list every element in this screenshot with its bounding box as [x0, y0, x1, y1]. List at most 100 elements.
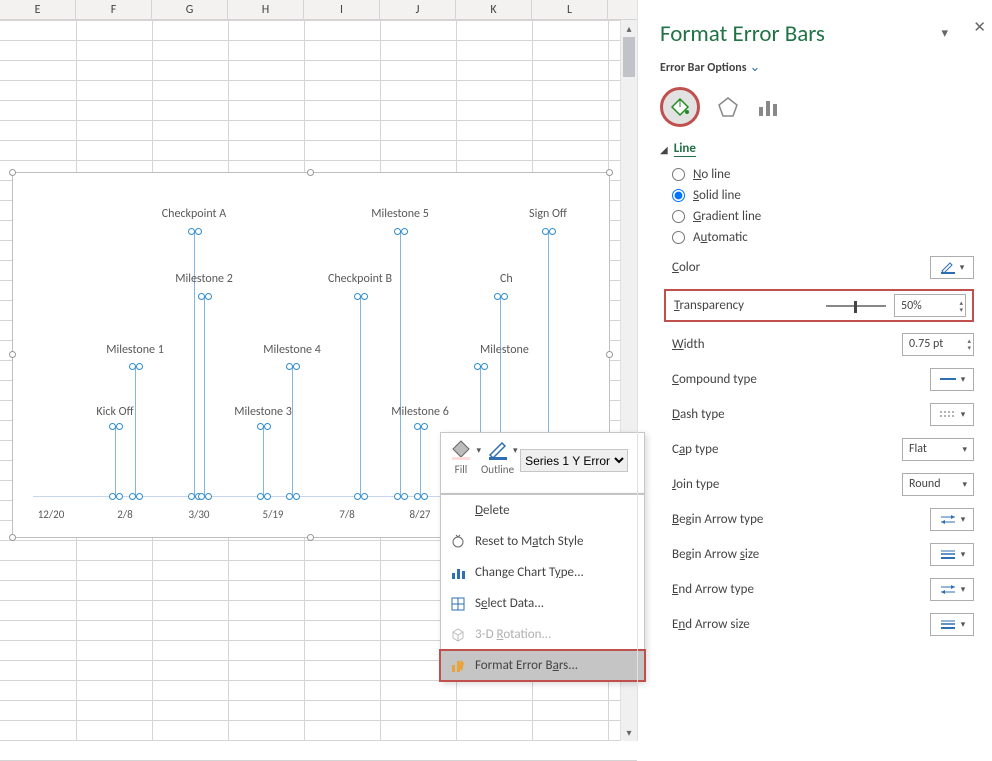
pane-close-icon[interactable]: ✕: [973, 18, 986, 37]
data-point-marker[interactable]: [415, 421, 425, 431]
format-pane: ▾ ✕ Format Error Bars Error Bar Options …: [637, 0, 992, 741]
effects-tab-icon[interactable]: [716, 95, 740, 119]
milestone-label: Milestone 2: [175, 272, 233, 286]
error-bar-stem[interactable]: [204, 296, 205, 496]
data-point-marker[interactable]: [355, 491, 365, 501]
radio-input[interactable]: [672, 210, 685, 223]
radio-input[interactable]: [672, 168, 685, 181]
error-bar-stem[interactable]: [360, 296, 361, 496]
ctx-rotate: 3-D Rotation...: [441, 619, 644, 650]
data-point-marker[interactable]: [543, 226, 553, 236]
data-point-marker[interactable]: [199, 291, 209, 301]
data-point-marker[interactable]: [258, 491, 268, 501]
bar-options-tab-icon[interactable]: [756, 95, 780, 119]
data-point-marker[interactable]: [287, 491, 297, 501]
cube-icon: [447, 627, 469, 643]
milestone-label: Milestone 6: [391, 405, 449, 419]
column-header[interactable]: E: [0, 0, 76, 19]
radio-input[interactable]: [672, 189, 685, 202]
data-point-marker[interactable]: [287, 361, 297, 371]
data-point-marker[interactable]: [189, 226, 199, 236]
outline-label: Outline: [481, 463, 514, 476]
chart-element-selector[interactable]: Series 1 Y Error: [520, 449, 628, 472]
scroll-thumb[interactable]: [623, 37, 635, 77]
pane-title: Format Error Bars: [660, 20, 974, 48]
radio-label: No line: [693, 167, 730, 182]
error-bar-stem[interactable]: [292, 366, 293, 496]
data-point-marker[interactable]: [110, 491, 120, 501]
line-radio-solid[interactable]: Solid line: [672, 188, 974, 203]
color-picker[interactable]: ▾: [930, 256, 974, 279]
radio-input[interactable]: [672, 231, 685, 244]
data-point-marker[interactable]: [395, 491, 405, 501]
line-section-label: Line: [674, 141, 696, 157]
pane-dropdown-icon[interactable]: ▾: [941, 26, 948, 41]
ctx-item-label: Format Error Bars...: [475, 658, 578, 673]
column-header[interactable]: K: [456, 0, 532, 19]
ctx-reset[interactable]: Reset to Match Style: [441, 526, 644, 557]
dash-type-picker[interactable]: ▾: [930, 403, 974, 426]
data-point-marker[interactable]: [110, 421, 120, 431]
error-bar-stem[interactable]: [400, 231, 401, 496]
data-point-marker[interactable]: [415, 491, 425, 501]
grid-icon: [447, 596, 469, 612]
column-header[interactable]: L: [532, 0, 608, 19]
column-header[interactable]: J: [380, 0, 456, 19]
ctx-change[interactable]: Change Chart Type...: [441, 557, 644, 588]
data-point-marker[interactable]: [355, 291, 365, 301]
error-bar-stem[interactable]: [263, 426, 264, 496]
error-bar-stem[interactable]: [135, 366, 136, 496]
join-type-picker[interactable]: Round▾: [902, 473, 974, 496]
transparency-input[interactable]: 50% ▴▾: [894, 294, 966, 317]
line-radio-gradient[interactable]: Gradient line: [672, 209, 974, 224]
ctx-format[interactable]: Format Error Bars...: [441, 650, 644, 681]
fill-tool[interactable]: ▾ Fill: [447, 437, 475, 476]
error-bar-stem[interactable]: [194, 231, 195, 496]
data-point-marker[interactable]: [395, 226, 405, 236]
dash-type-label: Dash type: [672, 407, 725, 422]
data-point-marker[interactable]: [130, 361, 140, 371]
end-arrow-type-picker[interactable]: ▾: [930, 578, 974, 601]
begin-arrow-type-row: Begin Arrow type ▾: [672, 506, 974, 532]
milestone-label: Kick Off: [96, 405, 133, 419]
ctx-item-label: Delete: [475, 503, 510, 518]
line-radio-none[interactable]: No line: [672, 167, 974, 182]
data-point-marker[interactable]: [199, 491, 209, 501]
milestone-label: Milestone 3: [234, 405, 292, 419]
cap-type-picker[interactable]: Flat▾: [902, 438, 974, 461]
fill-line-tab[interactable]: [660, 87, 700, 127]
begin-arrow-type-picker[interactable]: ▾: [930, 508, 974, 531]
spreadsheet-area: EFGHIJKL ▴ ▾ 12/202/83/305/197/88/27Kick…: [0, 0, 637, 741]
ctx-delete[interactable]: Delete: [441, 495, 644, 526]
column-header[interactable]: F: [76, 0, 152, 19]
data-point-marker[interactable]: [475, 361, 485, 371]
scroll-up-arrow[interactable]: ▴: [621, 20, 637, 37]
data-point-marker[interactable]: [495, 291, 505, 301]
begin-arrow-size-picker[interactable]: ▾: [930, 543, 974, 566]
data-point-marker[interactable]: [130, 491, 140, 501]
transparency-slider[interactable]: [826, 300, 886, 312]
data-point-marker[interactable]: [258, 421, 268, 431]
error-bar-stem[interactable]: [115, 426, 116, 496]
reset-icon: [447, 534, 469, 550]
line-section-header[interactable]: ◢ Line: [660, 141, 974, 157]
ctx-select[interactable]: Select Data...: [441, 588, 644, 619]
compound-type-picker[interactable]: ▾: [930, 368, 974, 391]
end-arrow-size-picker[interactable]: ▾: [930, 613, 974, 636]
paint-bucket-icon: [669, 96, 691, 118]
column-headers: EFGHIJKL: [0, 0, 637, 20]
width-input[interactable]: 0.75 pt ▴▾: [902, 333, 974, 356]
column-header[interactable]: G: [152, 0, 228, 19]
line-radio-auto[interactable]: Automatic: [672, 230, 974, 245]
outline-tool[interactable]: ▾ Outline: [481, 437, 514, 476]
radio-label: Automatic: [693, 230, 748, 245]
x-axis-tick-label: 8/27: [410, 508, 431, 521]
column-header[interactable]: H: [228, 0, 304, 19]
x-axis-tick-label: 5/19: [263, 508, 284, 521]
error-bar-options[interactable]: Error Bar Options ⌄: [660, 60, 974, 75]
milestone-label: Checkpoint A: [162, 207, 226, 221]
scroll-down-arrow[interactable]: ▾: [621, 724, 637, 741]
error-bar-stem[interactable]: [420, 426, 421, 496]
ctx-item-label: Select Data...: [475, 596, 544, 611]
column-header[interactable]: I: [304, 0, 380, 19]
